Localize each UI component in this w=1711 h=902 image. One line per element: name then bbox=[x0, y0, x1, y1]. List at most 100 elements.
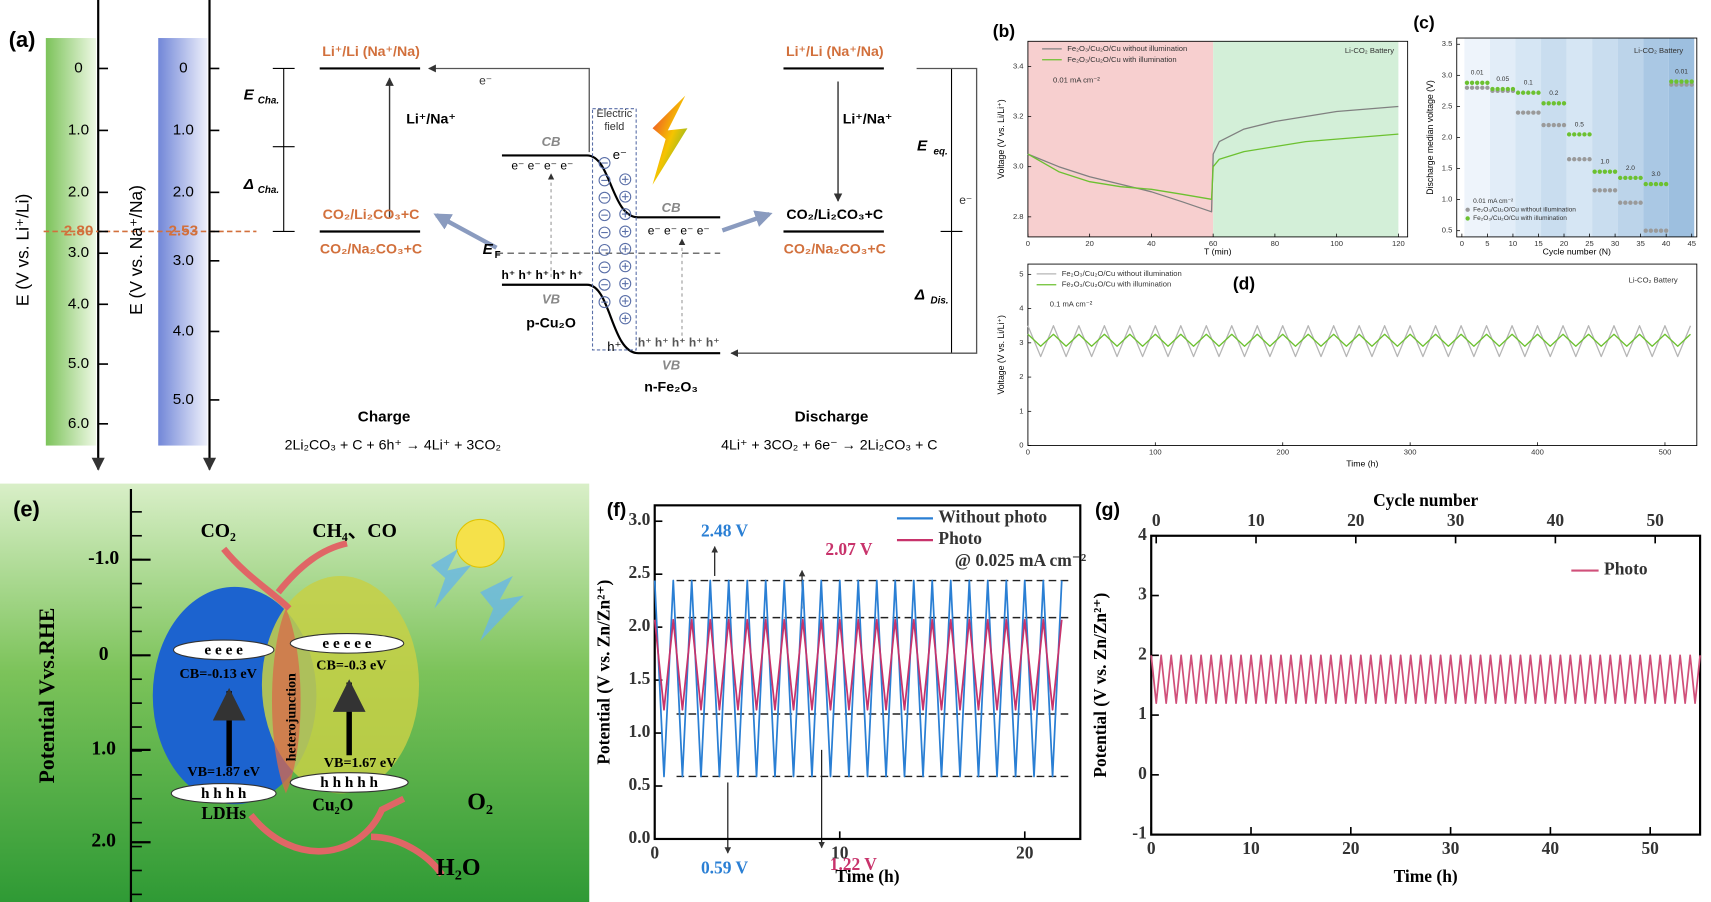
axis-tick-label: 2.0 bbox=[91, 831, 116, 852]
axis-title: E (V vs. Na⁺/Na) bbox=[126, 185, 146, 315]
data-point bbox=[1653, 228, 1659, 233]
x-tick-label: 25 bbox=[1585, 239, 1593, 248]
rate-label: 0.5 bbox=[1575, 121, 1584, 128]
cb-orbit bbox=[289, 633, 405, 654]
legend-label: Fe₂O₃/Cu₂O/Cu without illumination bbox=[1473, 206, 1576, 213]
data-point bbox=[1577, 132, 1582, 137]
symbol: E bbox=[483, 241, 494, 258]
y-axis-label: Discharge median voltage (V) bbox=[1425, 80, 1435, 195]
rate-label: 3.0 bbox=[1651, 171, 1660, 178]
plot-frame bbox=[1027, 263, 1698, 447]
lightning bbox=[480, 575, 524, 642]
data-point bbox=[1561, 122, 1567, 128]
x-tick-label: 20 bbox=[1016, 843, 1034, 863]
data-point bbox=[1464, 80, 1470, 85]
y-tick-label: 1.0 bbox=[1442, 195, 1453, 204]
charge-icon bbox=[619, 173, 632, 186]
x2-axis-label: Cycle number bbox=[1373, 490, 1478, 510]
axis-tick-label: -1.0 bbox=[88, 548, 119, 569]
rate-label: 0.01 bbox=[1471, 70, 1484, 77]
ion: Li⁺/Na⁺ bbox=[406, 110, 456, 126]
x-tick-label: 10 bbox=[1242, 838, 1260, 858]
series-line bbox=[1027, 325, 1692, 358]
panel-label: (c) bbox=[1413, 13, 1434, 33]
y-axis-label: Potential (V vs. Zn/Zn²⁺) bbox=[1090, 593, 1110, 778]
data-point bbox=[1628, 200, 1633, 205]
y-tick-label: 2.0 bbox=[1442, 132, 1453, 141]
axis-tick-label: 5.0 bbox=[173, 391, 194, 408]
data-point bbox=[1587, 157, 1592, 162]
axis-tick-label: 0 bbox=[179, 60, 188, 77]
x-axis-label: Time (h) bbox=[1394, 866, 1458, 886]
x-tick-label: 30 bbox=[1442, 838, 1460, 858]
charge-icon bbox=[598, 261, 611, 274]
series-line bbox=[1150, 654, 1701, 704]
rate-label: 1.0 bbox=[1600, 159, 1609, 166]
shaded-region bbox=[1213, 41, 1399, 237]
axis-tick-label: 5.0 bbox=[68, 355, 89, 372]
shaded-region bbox=[1617, 38, 1644, 237]
vb-orbit bbox=[170, 783, 277, 804]
charge-icon bbox=[619, 277, 632, 290]
axis-tick-label: 3.0 bbox=[173, 252, 194, 269]
arrow bbox=[433, 213, 498, 250]
charge-icon bbox=[598, 296, 611, 309]
electron: e⁻ bbox=[959, 193, 972, 207]
x-axis-label: Cycle number (N) bbox=[1543, 246, 1611, 256]
axis-title: E (V vs. Li⁺/Li) bbox=[13, 194, 33, 306]
reaction-arrow bbox=[221, 546, 292, 611]
data-point bbox=[1597, 169, 1602, 174]
material: n-Fe₂O₃ bbox=[644, 379, 698, 395]
series-line bbox=[1027, 333, 1691, 347]
legend-marker bbox=[1465, 207, 1470, 212]
data-point bbox=[1663, 228, 1669, 233]
axis-tick-label: 1.0 bbox=[68, 121, 89, 138]
x2-tick-label: 20 bbox=[1347, 510, 1365, 530]
axis-tick-label: 2.0 bbox=[173, 183, 194, 200]
electron: e⁻ bbox=[479, 74, 492, 88]
y-tick-label: 3 bbox=[1138, 584, 1147, 604]
shaded-region bbox=[1515, 38, 1542, 237]
panel-label: (d) bbox=[1233, 273, 1255, 293]
shaded-region bbox=[1464, 38, 1490, 237]
y-tick-label: 2.5 bbox=[1442, 101, 1453, 110]
data-point bbox=[1653, 181, 1659, 187]
reaction: 2Li₂CO₃ + C + 6h⁺ → 4Li⁺ + 3CO₂ bbox=[285, 436, 501, 452]
plot-frame bbox=[653, 504, 1082, 841]
data-point bbox=[1469, 85, 1475, 90]
subscript: eq. bbox=[934, 147, 948, 158]
carrier: e⁻ bbox=[613, 147, 627, 162]
band-edge: VB=1.87 eV bbox=[187, 764, 260, 780]
species: O₂ bbox=[467, 790, 493, 816]
data-point bbox=[1628, 175, 1633, 181]
arrow bbox=[428, 64, 590, 153]
chart-note: Li-CO₂ Battery bbox=[1345, 46, 1394, 55]
x-tick-label: 50 bbox=[1641, 838, 1659, 858]
arrow bbox=[730, 67, 978, 358]
product: CO₂/Li₂CO₃+C bbox=[786, 206, 883, 222]
data-point bbox=[1618, 175, 1623, 181]
product: CO₂/Na₂CO₃+C bbox=[320, 241, 422, 257]
arrow bbox=[721, 210, 773, 233]
vb-orbit bbox=[289, 772, 409, 793]
data-point bbox=[1495, 86, 1500, 92]
shaded-region bbox=[1541, 38, 1567, 237]
cb-orbit bbox=[172, 639, 275, 661]
charge-icon bbox=[598, 243, 611, 256]
field-label: Electric bbox=[596, 108, 632, 120]
data-point bbox=[1556, 101, 1562, 106]
y-axis-label: Voltage (V vs. Li/Li⁺) bbox=[996, 315, 1006, 395]
data-point bbox=[1689, 79, 1694, 84]
x-tick-label: 40 bbox=[1542, 838, 1560, 858]
axis-tick-label: 1.0 bbox=[173, 121, 194, 138]
plot-frame bbox=[1027, 40, 1409, 238]
carriers: h h h h h bbox=[320, 774, 378, 791]
data-point bbox=[1582, 132, 1587, 137]
y-tick-label: 3.4 bbox=[1013, 61, 1024, 70]
carriers: e e e e bbox=[204, 641, 243, 658]
panel-label: (b) bbox=[993, 21, 1015, 41]
data-point bbox=[1546, 101, 1551, 106]
y-tick-label: 1 bbox=[1138, 703, 1147, 723]
data-point bbox=[1480, 85, 1485, 90]
